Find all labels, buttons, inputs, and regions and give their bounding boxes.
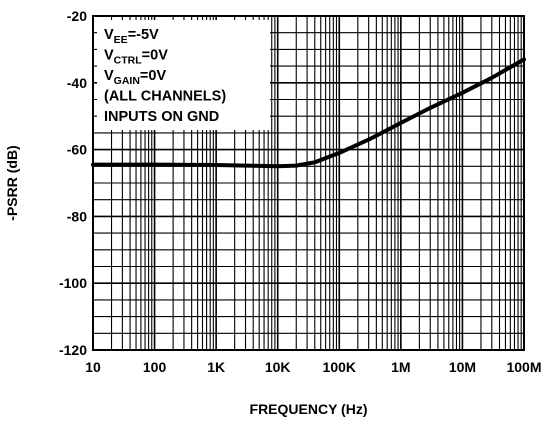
y-tick-label: -20 (67, 8, 87, 24)
x-tick-label: 10M (449, 359, 476, 375)
x-tick-label: 10K (265, 359, 291, 375)
annotation-line: VGAIN=0V (104, 68, 166, 87)
y-tick-label: -120 (59, 342, 87, 358)
x-tick-label: 10 (85, 359, 101, 375)
y-axis-title: -PSRR (dB) (4, 145, 20, 220)
x-tick-label: 100M (506, 359, 541, 375)
x-axis-ticks: 10 100 1K 10K 100K 1M 10M 100M (85, 359, 541, 375)
x-tick-label: 1K (207, 359, 225, 375)
y-tick-label: -100 (59, 275, 87, 291)
x-tick-label: 100 (143, 359, 167, 375)
psrr-series-line (91, 57, 526, 169)
y-tick-label: -80 (67, 208, 87, 224)
annotation-line: VCTRL=0V (104, 48, 168, 67)
x-axis-title: FREQUENCY (Hz) (250, 401, 368, 417)
annotation-line: (ALL CHANNELS) (104, 89, 226, 105)
y-tick-label: -40 (67, 75, 87, 91)
plot-frame (92, 15, 525, 351)
annotation-line: INPUTS ON GND (104, 109, 219, 125)
y-tick-label: -60 (67, 142, 87, 158)
y-axis-ticks: -120 -100 -80 -60 -40 -20 (59, 8, 87, 358)
annotation-line: VEE=-5V (104, 27, 159, 46)
x-tick-label: 100K (323, 359, 356, 375)
annotation-box (97, 20, 270, 130)
x-tick-label: 1M (391, 359, 410, 375)
